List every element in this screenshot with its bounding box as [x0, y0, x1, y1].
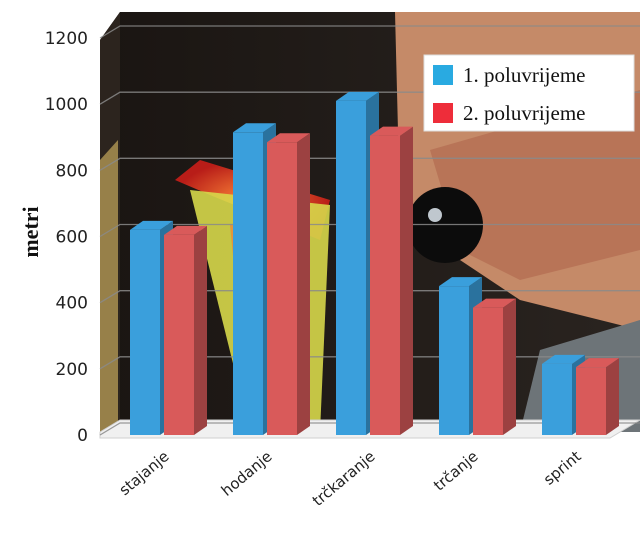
legend: 1. poluvrijeme 2. poluvrijeme	[423, 54, 635, 132]
x-tick-label: sprint	[540, 447, 585, 489]
gridline	[99, 25, 640, 39]
gridline	[99, 157, 640, 171]
bar	[164, 225, 207, 435]
y-tick-label: 1200	[45, 29, 88, 49]
bar	[439, 277, 482, 435]
y-tick-label: 800	[56, 161, 88, 181]
legend-label-2: 2. poluvrijeme	[463, 101, 585, 125]
y-tick-label: 200	[56, 360, 88, 380]
bar	[576, 358, 619, 435]
legend-swatch-1	[433, 65, 453, 85]
gridline	[99, 223, 640, 238]
legend-swatch-2	[433, 103, 453, 123]
legend-label-1: 1. poluvrijeme	[463, 63, 585, 87]
legend-box	[423, 54, 635, 132]
x-tick-label: trčanje	[430, 447, 481, 494]
bar	[267, 133, 310, 435]
y-axis: 0 200 400 600 800 1000 1200	[45, 29, 88, 446]
bars	[130, 91, 619, 436]
bar	[370, 126, 413, 436]
y-tick-label: 400	[56, 294, 88, 314]
x-axis: stajanje hodanje trčkaranje trčanje sprint	[116, 447, 585, 510]
y-tick-label: 0	[77, 426, 88, 446]
bar	[473, 298, 516, 435]
y-tick-label: 600	[56, 228, 88, 248]
x-tick-label: trčkaranje	[309, 447, 379, 510]
x-tick-label: hodanje	[218, 447, 276, 500]
x-tick-label: stajanje	[116, 447, 173, 499]
y-axis-title: metri	[18, 206, 43, 257]
y-tick-label: 1000	[45, 95, 88, 115]
